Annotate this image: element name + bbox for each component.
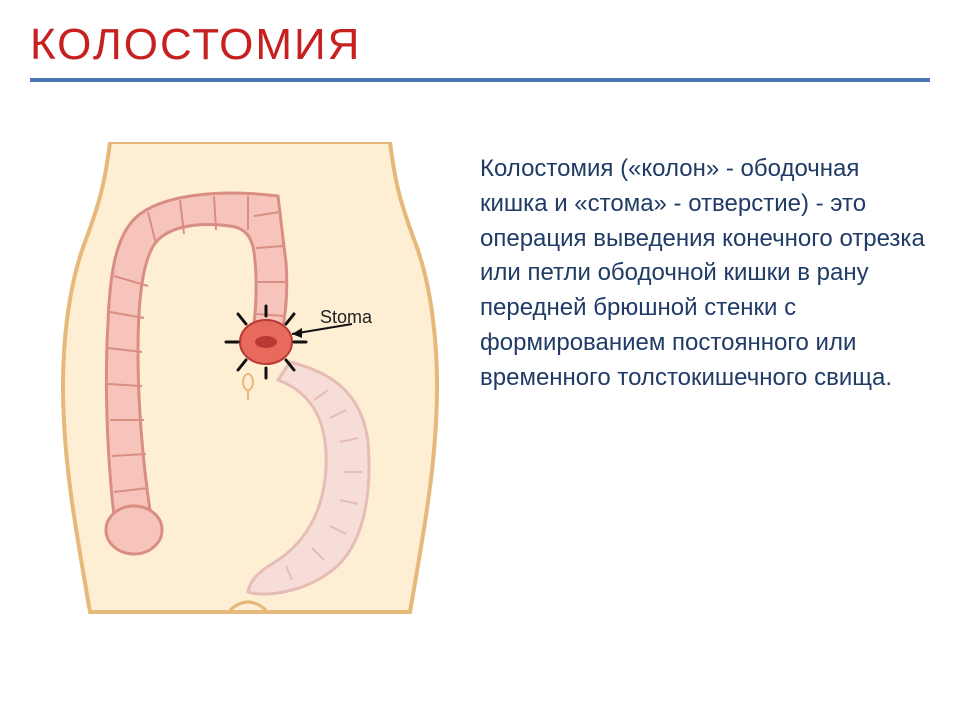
page-title: КОЛОСТОМИЯ (30, 20, 930, 70)
title-underline (30, 78, 930, 82)
diagram-svg (30, 142, 460, 622)
content-row: Stoma Колостомия («колон» - ободочная ки… (30, 142, 930, 622)
definition-text: Колостомия («колон» - ободочная кишка и … (480, 142, 930, 396)
colostomy-diagram: Stoma (30, 142, 460, 622)
stoma-label: Stoma (320, 307, 372, 328)
